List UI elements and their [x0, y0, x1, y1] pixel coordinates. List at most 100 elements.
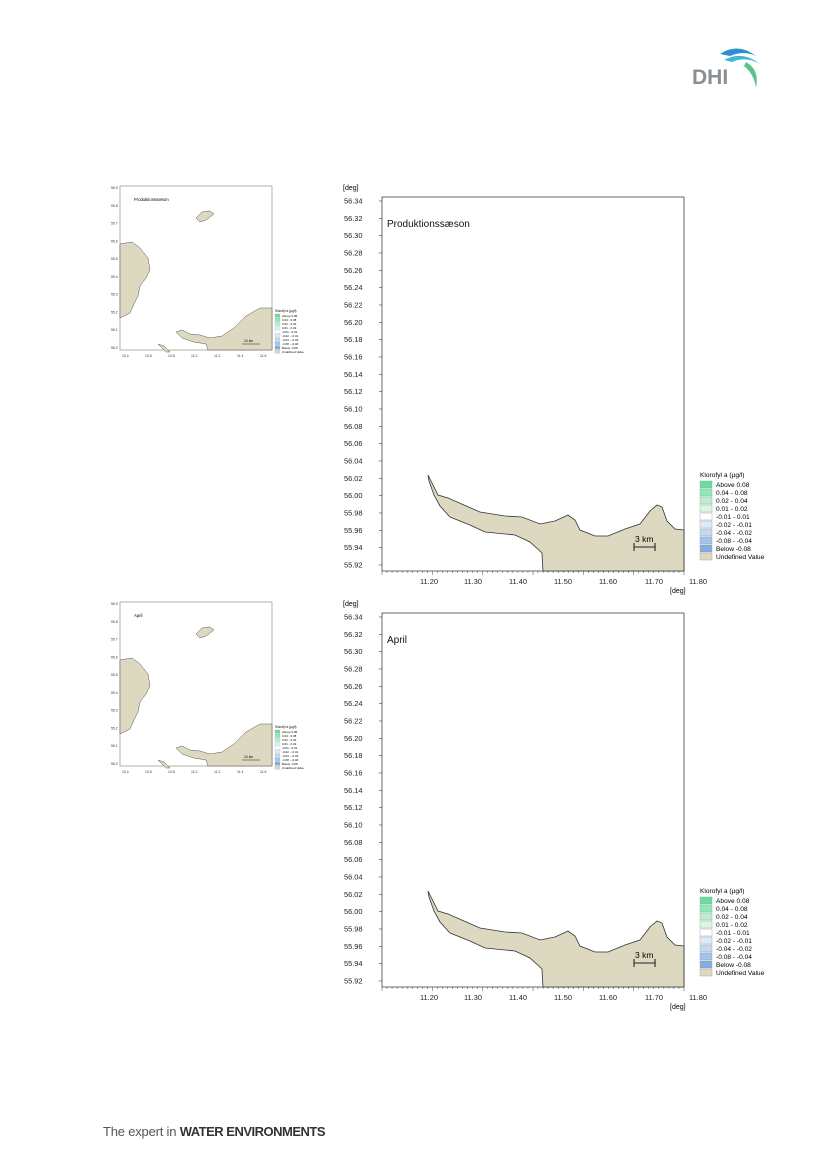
small-legend-label: Above 0.08	[282, 314, 298, 318]
map-title: Produktionssæson	[387, 219, 470, 230]
small-x-tick-label: 10.4	[122, 770, 129, 774]
small-x-tick-label: 11.4	[237, 770, 243, 774]
small-legend-swatch	[274, 345, 281, 350]
small-land-southeast	[175, 307, 273, 351]
small-map-title: April	[134, 613, 142, 618]
y-unit-label: [deg]	[343, 601, 359, 608]
x-tick-label: 11.60	[599, 577, 617, 586]
small-y-tick-label: 55.4	[111, 275, 118, 279]
y-tick-label: 56.12	[344, 387, 363, 396]
small-y-tick-label: 55.8	[111, 620, 118, 624]
y-tick-label: 56.04	[344, 873, 363, 882]
legend-swatch	[699, 936, 713, 945]
small-x-tick-label: 10.8	[168, 354, 175, 358]
small-legend-label: Undefined Value	[282, 350, 304, 354]
y-tick-label: 55.94	[344, 543, 363, 552]
x-unit-label: [deg]	[670, 1004, 686, 1011]
y-tick-label: 55.92	[344, 561, 363, 570]
dhi-logo: DHI	[690, 44, 770, 94]
legend-swatch	[699, 952, 713, 961]
small-y-tick-label: 55.7	[111, 222, 118, 226]
detail-map-production: [deg] 56.34 56.32 56.30 56.28 56.26 56.24 56.22…	[340, 180, 780, 600]
land-polygon	[427, 890, 685, 988]
legend-swatch	[699, 544, 713, 553]
small-y-tick-label: 55.9	[111, 186, 118, 190]
small-legend-swatch	[274, 321, 281, 326]
small-legend-label: -0.04 - -0.02	[282, 754, 299, 758]
y-tick-label: 56.10	[344, 821, 363, 830]
legend-label: Undefined Value	[716, 554, 765, 561]
overview-map-april: 55.9 55.8 55.7 55.6 55.5 55.4 55.3 55.2 55.1 55.0…	[110, 594, 310, 804]
y-tick-label: 56.00	[344, 491, 363, 500]
y-tick-label: 56.30	[344, 231, 363, 240]
legend-label: 0.04 - 0.08	[716, 906, 748, 913]
small-legend-swatch	[274, 733, 281, 738]
small-legend-label: -0.02 - -0.01	[282, 750, 299, 754]
small-legend-label: -0.01 - 0.01	[282, 330, 298, 334]
small-legend-title: Klorofyl a (µg/l)	[275, 725, 297, 729]
legend-label: -0.08 - -0.04	[716, 954, 752, 961]
y-tick-label: 56.10	[344, 405, 363, 414]
small-y-tick-label: 55.1	[111, 328, 118, 332]
map-title: April	[387, 635, 407, 646]
y-tick-label: 56.20	[344, 734, 363, 743]
x-tick-label: 11.40	[509, 577, 527, 586]
detail-map-april: [deg] 56.34 56.32 56.30 56.28 56.26 56.24 56.22…	[340, 596, 780, 1016]
legend-label: Undefined Value	[716, 970, 765, 977]
small-x-tick-label: 11.2	[214, 770, 220, 774]
legend-swatch	[699, 536, 713, 545]
y-tick-label: 55.92	[344, 977, 363, 986]
y-tick-label: 56.18	[344, 751, 363, 760]
small-y-tick-label: 55.1	[111, 744, 118, 748]
x-tick-label: 11.60	[599, 993, 617, 1002]
small-x-tick-label: 10.6	[145, 770, 152, 774]
small-legend-label: Above 0.08	[282, 730, 298, 734]
small-legend-swatch	[274, 753, 281, 758]
small-x-tick-label: 11.0	[191, 770, 197, 774]
small-x-tick-label: 11.6	[260, 354, 266, 358]
x-unit-label: [deg]	[670, 588, 686, 595]
legend-swatch	[699, 896, 713, 905]
legend-swatch	[699, 960, 713, 969]
small-y-tick-label: 55.7	[111, 638, 118, 642]
y-tick-label: 56.30	[344, 647, 363, 656]
small-legend-swatch	[274, 325, 281, 330]
y-tick-label: 56.28	[344, 665, 363, 674]
y-tick-label: 55.98	[344, 925, 363, 934]
small-legend-label: 0.01 - 0.02	[282, 742, 297, 746]
small-legend-swatch	[274, 317, 281, 322]
legend-label: -0.02 - -0.01	[716, 938, 752, 945]
small-legend-label: 0.01 - 0.02	[282, 326, 297, 330]
small-legend-swatch	[274, 349, 281, 354]
small-y-tick-label: 55.8	[111, 204, 118, 208]
small-legend-swatch	[274, 729, 281, 734]
legend-title: Klorofyl a (µg/l)	[700, 472, 744, 479]
small-legend-swatch	[274, 765, 281, 770]
legend-swatch	[699, 944, 713, 953]
y-tick-label: 56.14	[344, 786, 363, 795]
y-tick-label: 55.96	[344, 942, 363, 951]
small-legend-label: -0.08 - -0.04	[282, 342, 299, 346]
footer-prefix: The expert in	[103, 1124, 180, 1139]
y-tick-label: 56.08	[344, 422, 363, 431]
scale-label: 3 km	[635, 950, 653, 960]
small-legend-swatch	[274, 329, 281, 334]
x-tick-label: 11.80	[689, 993, 707, 1002]
legend-swatch	[699, 520, 713, 529]
small-legend-swatch	[274, 341, 281, 346]
y-tick-label: 56.28	[344, 249, 363, 258]
y-tick-label: 55.94	[344, 959, 363, 968]
legend-swatch	[699, 968, 713, 977]
x-tick-label: 11.70	[645, 993, 663, 1002]
y-unit-label: [deg]	[343, 185, 359, 192]
y-tick-label: 56.22	[344, 717, 363, 726]
small-legend-title: Klorofyl a (µg/l)	[275, 309, 297, 313]
legend-label: 0.01 - 0.02	[716, 922, 748, 929]
y-tick-label: 56.26	[344, 266, 363, 275]
legend-swatch	[699, 528, 713, 537]
small-legend-label: Undefined Value	[282, 766, 304, 770]
plot-frame	[381, 196, 685, 572]
small-y-tick-label: 55.2	[111, 726, 118, 730]
y-tick-label: 56.32	[344, 214, 363, 223]
small-legend-label: 0.02 - 0.04	[282, 322, 297, 326]
